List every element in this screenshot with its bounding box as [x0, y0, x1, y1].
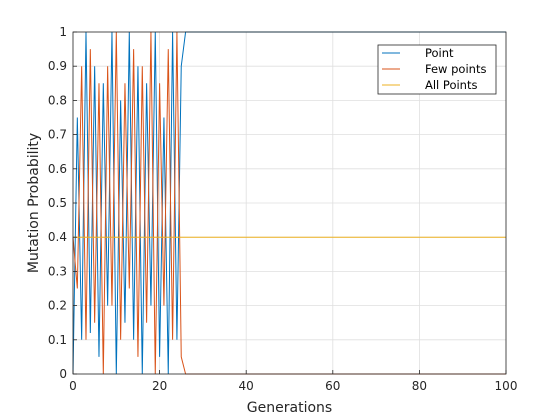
x-tick-label: 80 — [412, 379, 427, 393]
y-tick-label: 0.6 — [48, 162, 67, 176]
y-tick-label: 0.7 — [48, 128, 67, 142]
x-axis-label: Generations — [247, 400, 332, 416]
y-tick-label: 1 — [59, 25, 67, 39]
legend-entry-label: Few points — [425, 62, 486, 76]
x-tick-label: 60 — [325, 379, 340, 393]
y-axis-label: Mutation Probability — [26, 133, 42, 273]
series-line-few-points — [72, 31, 506, 375]
y-tick-label: 0.1 — [48, 333, 67, 347]
ticks: 0 20 40 60 80 100 0 0.1 0.2 0.3 0.4 0.5 0.6 0.7 0.8 0.9… — [48, 25, 518, 393]
x-tick-label: 40 — [239, 379, 254, 393]
legend-entry-label: Point — [425, 46, 454, 60]
legend: Point Few points All Points — [377, 44, 497, 95]
y-tick-label: 0.8 — [48, 93, 67, 107]
legend-entry-label: All Points — [425, 78, 477, 92]
y-tick-label: 0 — [59, 367, 67, 381]
y-tick-label: 0.2 — [48, 299, 67, 313]
x-tick-label: 100 — [495, 379, 518, 393]
y-tick-label: 0.3 — [48, 264, 67, 278]
y-tick-label: 0.9 — [48, 59, 67, 73]
series-layer — [72, 31, 506, 375]
y-tick-label: 0.4 — [48, 230, 67, 244]
y-tick-label: 0.5 — [48, 196, 67, 210]
x-tick-label: 0 — [69, 379, 77, 393]
x-tick-label: 20 — [152, 379, 167, 393]
